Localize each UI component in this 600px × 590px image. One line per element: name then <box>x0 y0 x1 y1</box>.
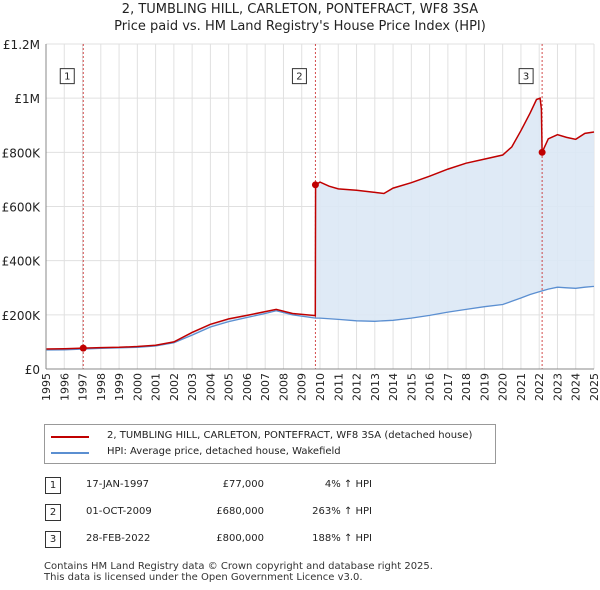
sale-hpi: 263% ↑ HPI <box>312 506 372 517</box>
x-tick-label: 2012 <box>351 373 364 401</box>
x-tick-label: 2019 <box>478 373 491 401</box>
legend-property-swatch <box>51 436 89 438</box>
sale-markers: 1 2 3 <box>59 68 546 352</box>
x-tick-label: 2023 <box>551 373 564 401</box>
table-row: 1 17-JAN-1997 £77,000 4% ↑ HPI <box>44 474 584 501</box>
legend-hpi-swatch <box>51 452 89 454</box>
sale-badge: 2 <box>45 504 61 521</box>
sale-hpi: 188% ↑ HPI <box>312 533 372 544</box>
x-tick-label: 2003 <box>186 373 199 401</box>
x-tick-label: 2010 <box>314 373 327 401</box>
x-tick-label: 2024 <box>570 373 583 401</box>
x-tick-label: 1996 <box>58 373 71 401</box>
sale-date: 01-OCT-2009 <box>86 506 152 517</box>
table-row: 3 28-FEB-2022 £800,000 188% ↑ HPI <box>44 528 584 555</box>
sale-marker-box <box>59 68 75 85</box>
x-tick-label: 2006 <box>241 373 254 401</box>
axes <box>45 44 594 370</box>
x-tick-label: 2018 <box>460 373 473 401</box>
y-tick-label: £600K <box>2 201 42 215</box>
sale-price: £77,000 <box>222 479 264 490</box>
legend: 2, TUMBLING HILL, CARLETON, PONTEFRACT, … <box>44 424 496 464</box>
x-tick-label: 2009 <box>296 373 309 401</box>
chart-title: 2, TUMBLING HILL, CARLETON, PONTEFRACT, … <box>121 2 479 17</box>
x-tick-label: 2020 <box>497 373 510 401</box>
sale-marker-label: 3 <box>523 72 529 83</box>
y-tick-label: £800K <box>2 146 42 160</box>
footer-copyright: Contains HM Land Registry data © Crown c… <box>44 561 433 572</box>
y-tick-label: £0 <box>25 363 40 377</box>
legend-property-label: 2, TUMBLING HILL, CARLETON, PONTEFRACT, … <box>107 430 473 441</box>
sale-price: £800,000 <box>216 533 264 544</box>
x-tick-label: 2007 <box>259 373 272 401</box>
hpi-shade <box>46 98 594 350</box>
between-shade <box>46 98 594 350</box>
legend-hpi-label: HPI: Average price, detached house, Wake… <box>107 446 341 457</box>
sale-hpi: 4% ↑ HPI <box>324 479 372 490</box>
sale-badge: 1 <box>45 477 61 494</box>
series-lines <box>45 97 595 351</box>
sales-table: 1 17-JAN-1997 £77,000 4% ↑ HPI 2 01-OCT-… <box>44 474 584 555</box>
sale-marker-label: 2 <box>296 72 302 83</box>
x-tick-label: 2001 <box>150 373 163 401</box>
x-tick-label: 1998 <box>95 373 108 401</box>
x-tick-label: 2011 <box>332 373 345 401</box>
table-row: 2 01-OCT-2009 £680,000 263% ↑ HPI <box>44 501 584 528</box>
x-tick-label: 1999 <box>113 373 126 401</box>
x-tick-label: 1997 <box>77 373 90 401</box>
x-tick-label: 1995 <box>40 373 53 401</box>
footer: Contains HM Land Registry data © Crown c… <box>44 561 433 583</box>
x-tick-label: 2000 <box>131 373 144 401</box>
sale-marker-box <box>518 68 534 85</box>
sale-point <box>79 344 87 352</box>
sale-point <box>538 148 546 156</box>
sale-point <box>311 181 319 189</box>
x-tick-label: 2025 <box>588 373 600 401</box>
x-tick-label: 2002 <box>168 373 181 401</box>
x-tick-label: 2016 <box>424 373 437 401</box>
footer-licence: This data is licensed under the Open Gov… <box>44 572 363 583</box>
sale-marker-label: 1 <box>64 72 70 83</box>
sale-date: 17-JAN-1997 <box>86 479 150 490</box>
y-tick-label: £1M <box>14 92 40 106</box>
y-tick-label: £1.2M <box>3 38 40 52</box>
x-tick-label: 2013 <box>369 373 382 401</box>
sale-price: £680,000 <box>216 506 264 517</box>
x-tick-label: 2005 <box>223 373 236 401</box>
hpi-line <box>45 285 595 351</box>
x-tick-label: 2015 <box>405 373 418 401</box>
sale-date: 28-FEB-2022 <box>86 533 151 544</box>
x-tick-label: 2004 <box>204 373 217 401</box>
x-tick-label: 2008 <box>277 373 290 401</box>
property-line <box>45 97 595 350</box>
y-tick-label: £400K <box>2 255 42 269</box>
y-tick-label: £200K <box>2 309 42 323</box>
x-tick-label: 2017 <box>442 373 455 401</box>
x-tick-label: 2014 <box>387 373 400 401</box>
tick-labels: £0 £200K £400K £600K £800K £1M £1.2M 1995 1996 19… <box>2 38 600 401</box>
sale-marker-box <box>291 68 307 85</box>
x-tick-label: 2021 <box>515 373 528 401</box>
x-tick-label: 2022 <box>533 373 546 401</box>
sale-badge: 3 <box>45 531 61 548</box>
price-chart: 1 2 3 £0 £200K £400K £600K £800K £1M £1.2M 1995 19… <box>2 38 600 401</box>
chart-subtitle: Price paid vs. HM Land Registry's House … <box>114 19 486 34</box>
